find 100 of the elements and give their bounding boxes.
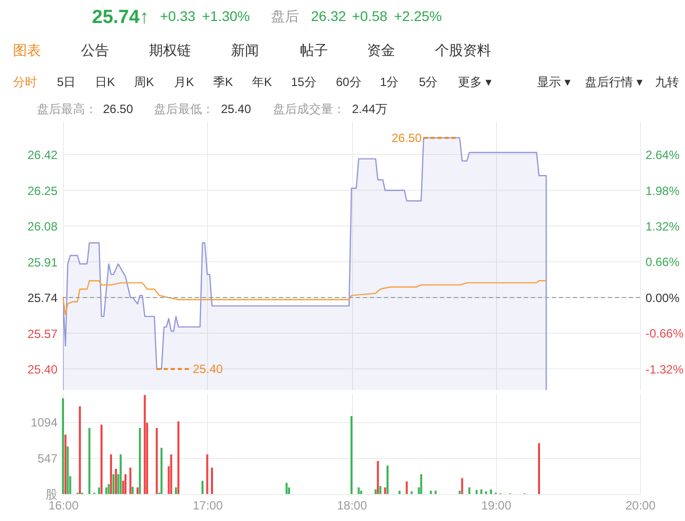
bar bbox=[78, 406, 81, 494]
bar bbox=[62, 398, 64, 494]
text: 周K bbox=[134, 75, 154, 89]
bar bbox=[98, 487, 100, 494]
bar bbox=[100, 424, 103, 494]
text: 公告 bbox=[81, 42, 109, 58]
text: 25.40 bbox=[221, 102, 252, 116]
bar bbox=[132, 486, 134, 494]
bar bbox=[124, 474, 126, 494]
text: 资金 bbox=[367, 42, 395, 58]
text: 更多 ▾ bbox=[458, 75, 492, 89]
bar bbox=[434, 490, 437, 494]
bar bbox=[64, 434, 66, 494]
y2-tick-label: 0.00% bbox=[646, 290, 680, 305]
bar bbox=[376, 460, 379, 494]
bar bbox=[379, 486, 382, 494]
y-tick-label: 25.40 bbox=[27, 362, 58, 376]
text: +0.58 bbox=[352, 8, 388, 24]
bar bbox=[114, 468, 117, 494]
text: 盘后最高： bbox=[37, 102, 97, 116]
y-tick-label: 25.74 bbox=[27, 291, 58, 306]
text: 25.74↑ bbox=[92, 7, 150, 28]
bar bbox=[458, 490, 461, 494]
y-tick-label: 25.91 bbox=[27, 255, 58, 270]
y-tick-label: 股 bbox=[46, 488, 58, 502]
y-tick-label: 547 bbox=[37, 451, 58, 466]
bar bbox=[129, 468, 132, 494]
bar bbox=[490, 489, 492, 494]
bar bbox=[360, 490, 362, 494]
y2-tick-label: 0.66% bbox=[646, 255, 680, 270]
y2-tick-label: 1.32% bbox=[646, 220, 680, 234]
bar bbox=[144, 394, 146, 494]
bar bbox=[461, 478, 464, 494]
y-tick-label: 25.57 bbox=[27, 326, 58, 341]
bar bbox=[105, 487, 108, 494]
x-tick-label: 19:00 bbox=[481, 498, 512, 512]
bar bbox=[398, 490, 401, 494]
text: 九转 bbox=[655, 75, 679, 89]
bar bbox=[358, 487, 360, 494]
y-tick-label: 26.42 bbox=[27, 148, 58, 162]
bar bbox=[406, 481, 408, 494]
line-series bbox=[62, 280, 547, 315]
bar bbox=[350, 416, 352, 494]
text: 5日 bbox=[57, 75, 76, 89]
bar bbox=[288, 487, 290, 494]
text: 盘后行情 ▾ bbox=[585, 75, 642, 89]
x-tick-label: 20:00 bbox=[625, 498, 656, 512]
bar bbox=[66, 446, 69, 494]
bar bbox=[476, 490, 478, 494]
y-tick-label: 26.08 bbox=[27, 220, 58, 234]
bar bbox=[420, 474, 422, 494]
bar bbox=[211, 468, 214, 494]
text: 15分 bbox=[291, 75, 316, 89]
text: 图表 bbox=[13, 42, 41, 58]
text: 显示 ▾ bbox=[537, 75, 570, 89]
y2-tick-label: 2.64% bbox=[646, 148, 680, 162]
bar bbox=[110, 454, 112, 494]
bar bbox=[384, 487, 386, 494]
text: 盘后成交量： bbox=[273, 102, 345, 116]
y-tick-label: 1094 bbox=[30, 415, 58, 430]
text: 1分 bbox=[380, 75, 399, 89]
text: 年K bbox=[252, 75, 272, 89]
bar bbox=[386, 466, 389, 494]
bar bbox=[112, 474, 114, 494]
bar bbox=[170, 454, 172, 494]
bar bbox=[177, 421, 180, 494]
bar bbox=[430, 490, 432, 494]
bar bbox=[468, 487, 470, 494]
text: 个股资料 bbox=[435, 42, 491, 58]
y-tick-label: 26.25 bbox=[27, 184, 58, 198]
bar bbox=[538, 443, 540, 494]
text: 盘后 bbox=[271, 8, 299, 24]
bar bbox=[206, 454, 208, 494]
annotation: 26.50 bbox=[392, 130, 422, 145]
bar bbox=[480, 489, 482, 494]
text: 60分 bbox=[336, 75, 362, 89]
bar bbox=[485, 491, 488, 494]
text: 分时 bbox=[13, 75, 37, 89]
bar bbox=[138, 428, 141, 494]
bar bbox=[286, 482, 288, 494]
bar bbox=[160, 448, 163, 494]
text: 5分 bbox=[419, 75, 438, 89]
bar bbox=[88, 428, 90, 494]
bar bbox=[374, 489, 377, 494]
text: +2.25% bbox=[394, 8, 442, 24]
bar bbox=[120, 454, 122, 494]
text: 期权链 bbox=[149, 42, 191, 58]
x-tick-label: 18:00 bbox=[336, 498, 368, 512]
y2-tick-label: -1.32% bbox=[646, 362, 684, 376]
text: 季K bbox=[213, 75, 234, 89]
annotation: 25.40 bbox=[192, 362, 224, 376]
text: 26.50 bbox=[103, 102, 134, 116]
text: 2.44万 bbox=[352, 102, 388, 116]
bar bbox=[136, 487, 139, 494]
x-tick-label: 17:00 bbox=[192, 498, 224, 512]
bar bbox=[156, 428, 158, 494]
text: 日K bbox=[95, 75, 116, 89]
text: 盘后最低： bbox=[154, 102, 214, 116]
text: 月K bbox=[174, 75, 194, 89]
bar bbox=[410, 491, 413, 494]
